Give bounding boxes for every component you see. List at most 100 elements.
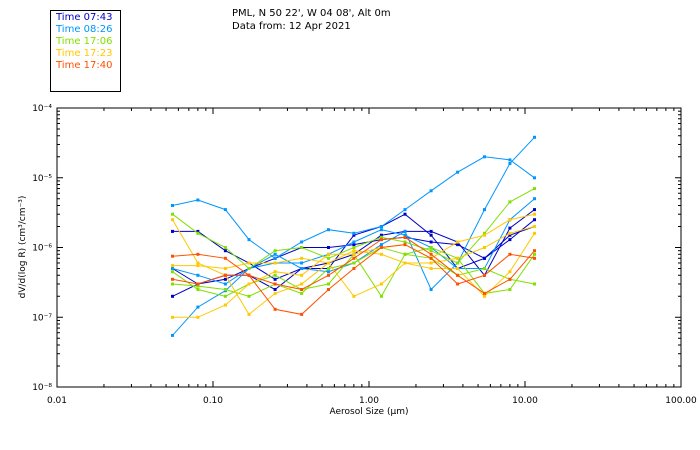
data-point [508,162,512,165]
data-point [403,235,407,239]
data-point [352,256,356,260]
data-point [379,233,383,237]
data-point [352,249,356,253]
data-point [273,277,277,281]
y-tick-label: 10⁻⁴ [32,104,52,114]
data-point [273,291,277,295]
data-point [273,270,277,274]
data-point [196,305,200,309]
legend: Time 07:43 Time 08:26 Time 17:06 Time 17… [50,10,121,92]
y-axis-label: dV/d(log R) (cm³/cm⁻³) [18,196,28,299]
data-point [379,282,383,286]
data-point [429,249,433,253]
data-point [352,246,356,249]
data-point [247,267,251,270]
data-point [533,218,536,222]
data-point [429,246,433,249]
legend-item: Time 17:23 [56,48,113,59]
data-point [223,288,227,291]
location-label: PML, N 50 22', W 04 08', Alt 0m [232,8,391,19]
data-point [196,264,200,268]
data-point [300,261,304,265]
x-tick-label: 0.01 [47,396,67,406]
data-point [273,249,277,253]
data-point [456,256,460,260]
data-point [456,170,460,174]
data-point [327,261,330,265]
data-point [483,246,486,249]
data-point [171,212,174,216]
data-point [273,256,277,260]
data-point [483,273,486,277]
data-point [508,288,512,291]
data-point [533,256,536,260]
data-point [456,261,460,265]
data-point [300,282,304,286]
data-point [327,273,330,277]
data-point [508,218,512,222]
data-point [247,238,251,242]
data-point [300,288,304,291]
data-point [247,261,251,265]
x-tick-label: 1.00 [359,396,379,406]
data-point [429,233,433,237]
y-tick-label: 10⁻⁶ [32,244,52,254]
data-point [327,256,330,260]
axis-ticks: 0.01 0.10 1.00 10.00 100.00 10⁻⁸ 10⁻⁷ 10⁻⁶ 10⁻⁵ 1… [32,104,697,406]
data-point [171,282,174,286]
data-point [223,267,227,270]
data-point [456,282,460,286]
data-point [171,333,174,337]
data-point [171,254,174,258]
data-point [429,240,433,244]
data-point [223,249,227,253]
data-point [533,282,536,286]
data-point [533,225,536,228]
data-point [533,187,536,191]
data-point [196,284,200,288]
data-point [533,197,536,201]
data-point [508,277,512,281]
data-point [403,208,407,212]
data-point [403,240,407,244]
data-point [273,252,277,256]
data-point [508,270,512,274]
data-point [223,282,227,286]
data-point [196,315,200,319]
data-point [533,176,536,180]
data-point [196,282,200,286]
data-point [379,238,383,242]
data-point [196,288,200,291]
data-point [533,249,536,253]
series-line [172,213,535,318]
data-point [196,229,200,233]
data-point [483,267,486,270]
data-point [171,277,174,281]
data-point [300,256,304,260]
data-point [300,240,304,244]
data-point [327,270,330,274]
data-point [223,273,227,277]
data-point [327,246,330,249]
data-point [171,264,174,268]
data-point [508,200,512,204]
data-point [483,233,486,237]
data-point [456,240,460,244]
data-point [300,246,304,249]
data-point [196,231,200,235]
data-point [533,231,536,235]
data-point [379,252,383,256]
data-point [352,233,356,237]
data-point [429,229,433,233]
data-point [171,218,174,222]
data-point [483,256,486,260]
data-point [273,307,277,311]
data-point [403,261,407,265]
data-point [533,135,536,139]
data-point [327,282,330,286]
data-point [223,208,227,212]
data-point [483,294,486,298]
x-tick-label: 100.00 [665,396,697,406]
date-label: Data from: 12 Apr 2021 [232,21,351,32]
data-point [483,291,486,295]
